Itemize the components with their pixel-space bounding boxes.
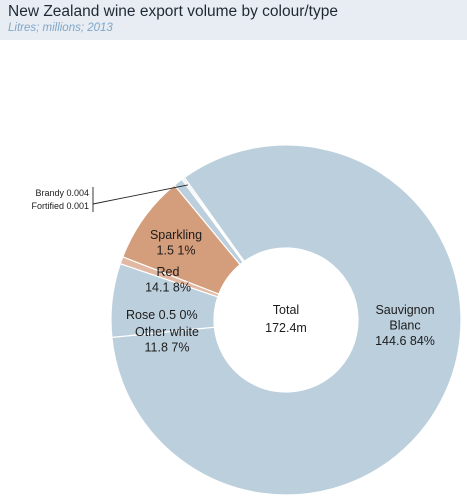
slice-label-sauvignon-blanc-line-3: 144.6 84% [375,334,435,348]
slice-label-other-white-line-1: Other white [135,325,199,339]
slice-sauvignon-blanc [111,144,462,496]
callout-lines [92,184,188,212]
chart-subtitle: Litres; millions; 2013 [8,22,113,34]
slice-label-other-white-line-2: 11.8 7% [145,341,190,355]
center-label-line1: Total [273,303,299,317]
center-label-line2: 172.4m [265,321,307,335]
slice-brandy [182,176,246,263]
slice-label-sauvignon-blanc-line-2: Blanc [389,319,420,333]
slice-label-sauvignon-blanc-line-1: Sauvignon [375,303,434,317]
slice-label-red-line-1: Red [157,265,180,279]
slice-label-brandy-line-1: Brandy 0.004 [35,188,89,198]
slice-label-rose-line-1: Rose 0.5 0% [126,308,198,322]
slice-label-sparkling-line-1: Sparkling [150,228,202,242]
callout-pointer-line [92,184,188,205]
slice-label-fortified-line-1: Fortified 0.001 [31,201,89,211]
slice-label-sparkling-line-2: 1.5 1% [157,244,196,258]
slice-label-red-line-2: 14.1 8% [145,281,191,295]
donut-slices [110,144,462,496]
chart-title: New Zealand wine export volume by colour… [8,3,338,20]
chart-header: New Zealand wine export volume by colour… [0,0,467,40]
